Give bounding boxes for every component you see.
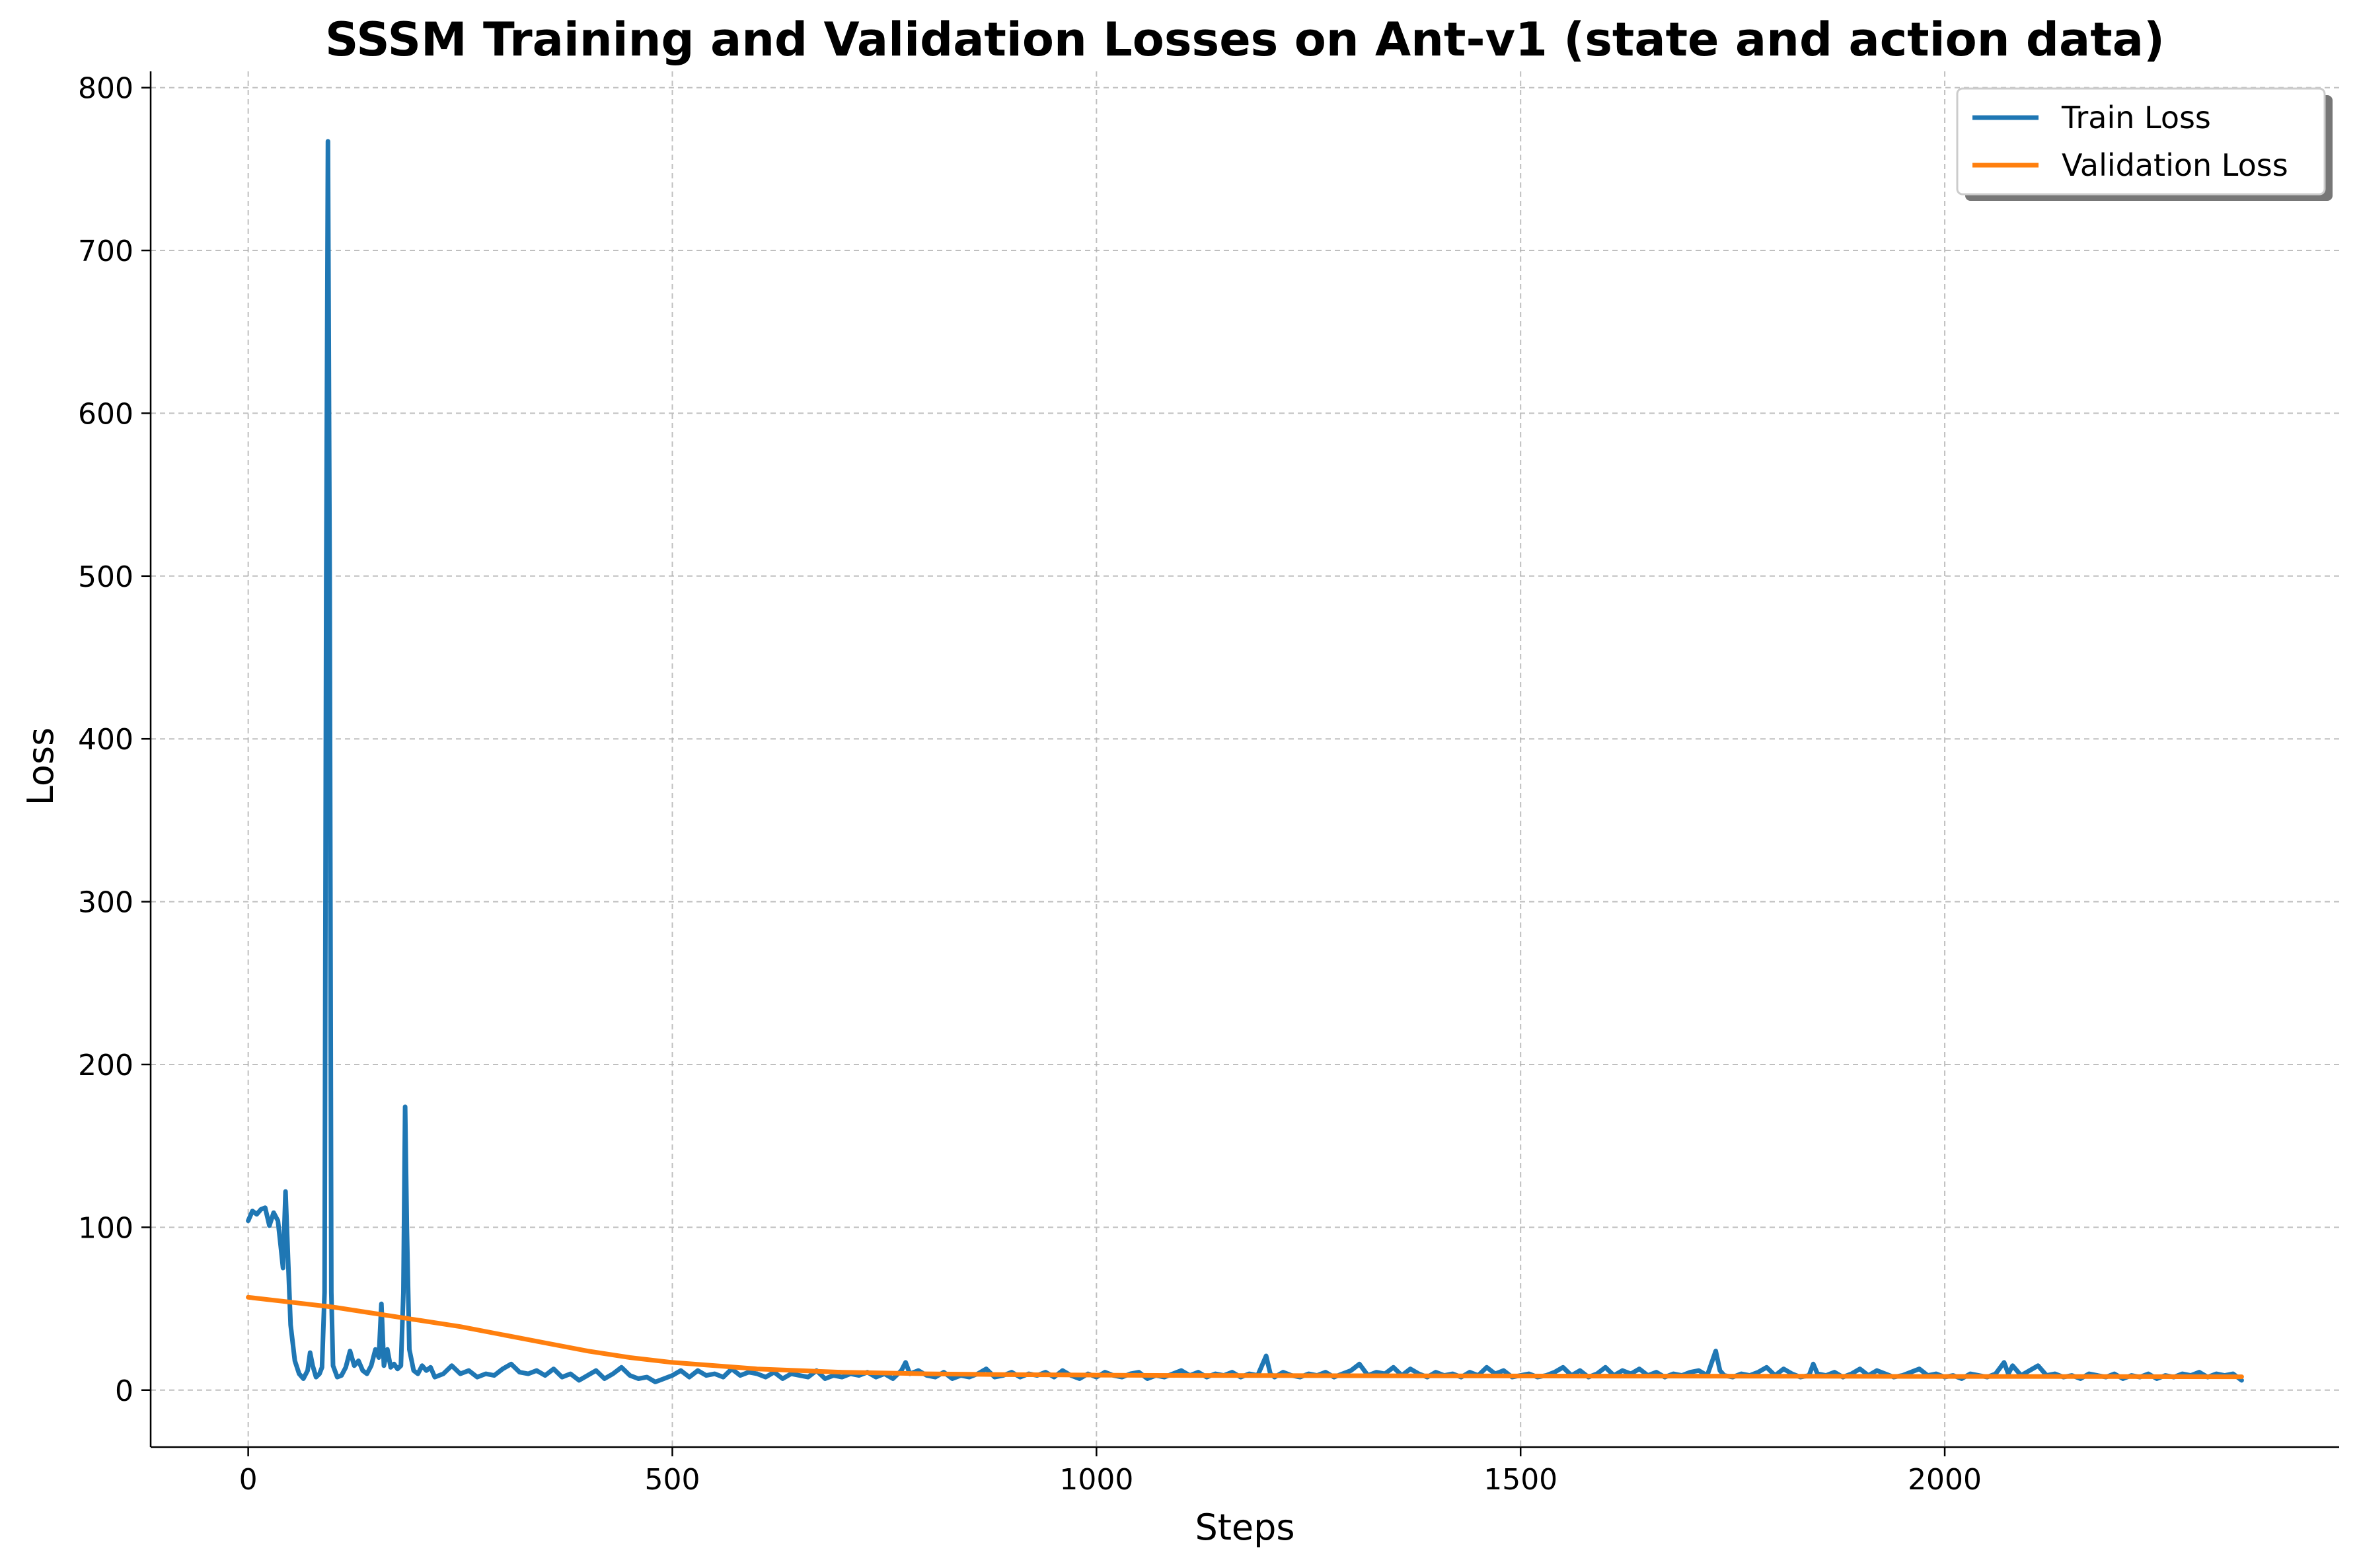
series-line-validation-loss (246, 1294, 2244, 1380)
x-tick-label: 2000 (1908, 1463, 1982, 1497)
y-tick-label: 600 (78, 397, 133, 431)
legend-label-validation-loss: Validation Loss (2062, 147, 2288, 183)
y-tick-label: 0 (115, 1374, 133, 1408)
y-tick-label: 800 (78, 72, 133, 106)
y-tick-label: 500 (78, 560, 133, 594)
legend-box (1956, 87, 2326, 196)
chart-title: SSSM Training and Validation Losses on A… (325, 13, 2165, 67)
x-tick-label: 1000 (1059, 1463, 1133, 1497)
y-tick-label: 400 (78, 723, 133, 757)
y-tick-label: 300 (78, 886, 133, 920)
x-ticks: 0 500 1000 1500 2000 (239, 1447, 1982, 1497)
y-tick-label: 200 (78, 1049, 133, 1082)
y-tick-label: 700 (78, 235, 133, 268)
x-axis-title: Steps (1195, 1507, 1294, 1548)
y-axis-title: Loss (20, 728, 61, 805)
x-tick-label: 0 (239, 1463, 258, 1497)
plot-series (246, 139, 2244, 1384)
y-tick-label: 100 (78, 1211, 133, 1245)
axes (149, 71, 2339, 1448)
grid (151, 71, 2339, 1447)
legend-label-train-loss: Train Loss (2061, 100, 2211, 135)
x-tick-label: 1500 (1483, 1463, 1557, 1497)
x-tick-label: 500 (644, 1463, 700, 1497)
y-ticks: 0 100 200 300 400 500 600 700 800 (78, 72, 151, 1408)
legend: Train Loss Validation Loss (1956, 87, 2333, 201)
